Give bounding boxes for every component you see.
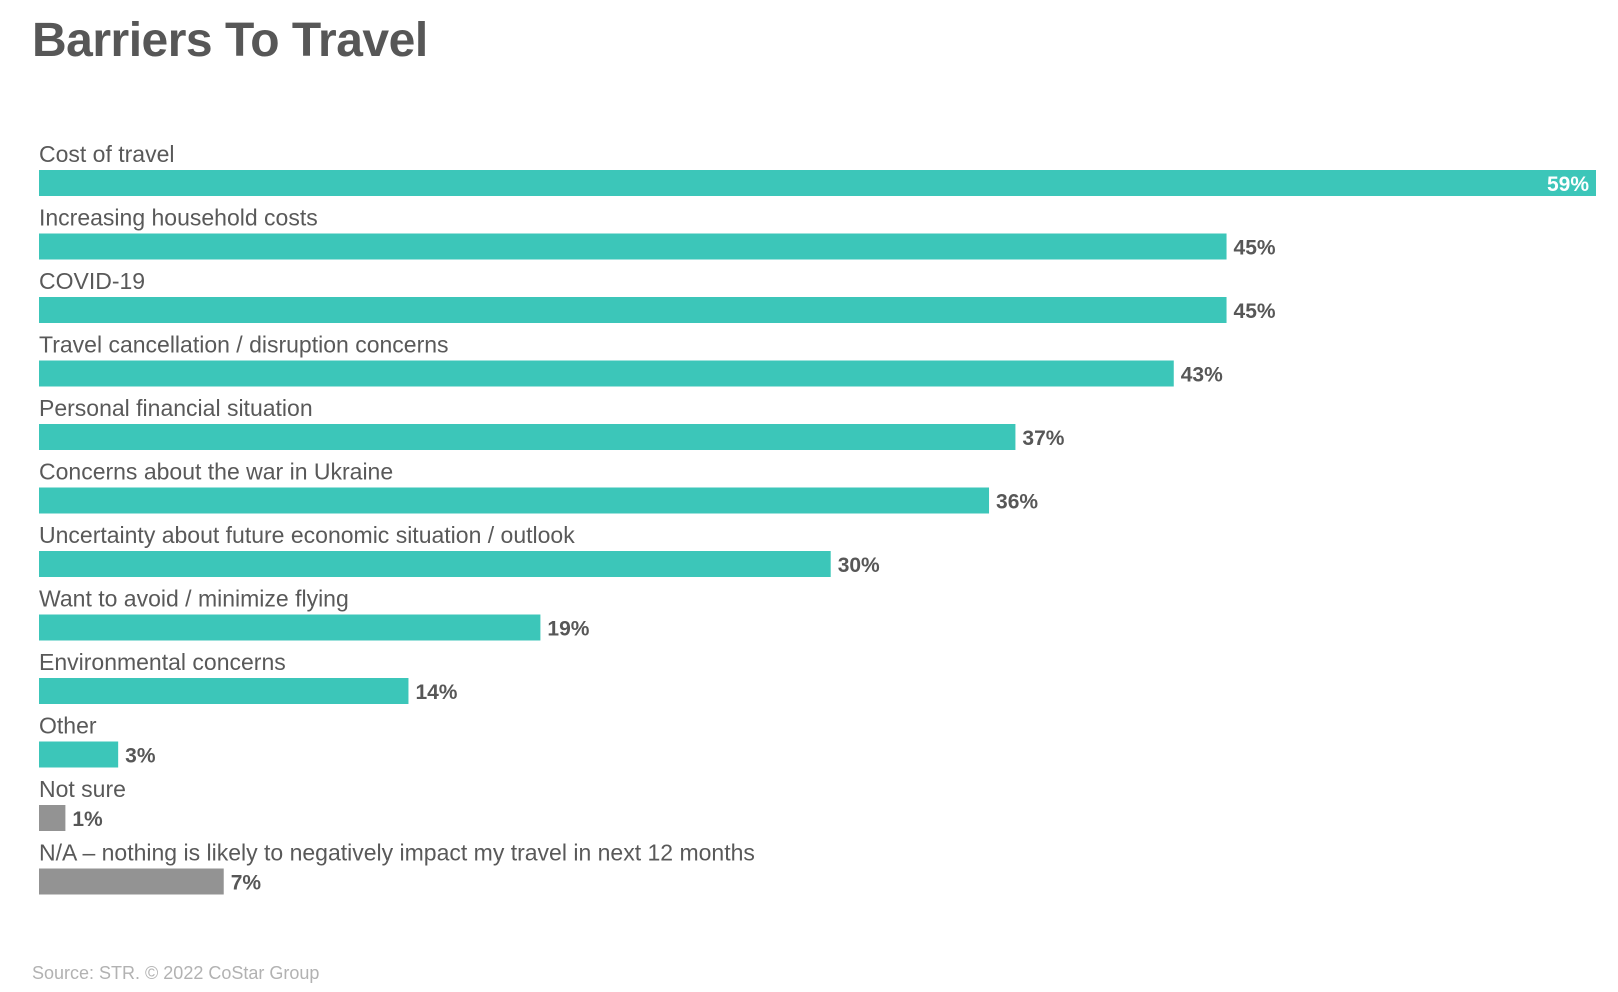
bar [39,868,224,895]
bar [39,424,1016,450]
bar [39,233,1227,260]
bar [39,741,119,768]
category-label: Other [39,713,97,739]
value-label: 14% [415,681,457,704]
category-label: Cost of travel [39,141,175,167]
value-label: 43% [1181,364,1223,387]
value-label: 1% [72,808,103,831]
category-label: Environmental concerns [39,649,286,675]
bar [39,360,1174,387]
bar [39,487,990,514]
value-label: 19% [547,618,589,641]
bar [39,170,1596,196]
bar [39,551,831,577]
category-label: Want to avoid / minimize flying [39,586,349,612]
category-label: Concerns about the war in Ukraine [39,459,393,485]
category-label: Uncertainty about future economic situat… [39,522,575,548]
category-label: Travel cancellation / disruption concern… [39,332,449,358]
chart-title: Barriers To Travel [32,14,428,67]
bar [39,805,66,831]
source-note: Source: STR. © 2022 CoStar Group [32,963,320,983]
category-label: COVID-19 [39,268,145,294]
value-label: 36% [996,491,1038,514]
value-label: 7% [231,872,262,895]
value-label: 37% [1022,427,1064,450]
value-label: 59% [1547,173,1589,196]
bar [39,297,1227,323]
category-label: N/A – nothing is likely to negatively im… [39,840,755,866]
value-label: 45% [1234,237,1276,260]
bar [39,678,409,704]
category-label: Not sure [39,776,126,802]
category-label: Personal financial situation [39,395,313,421]
value-label: 3% [125,745,156,768]
value-label: 45% [1234,300,1276,323]
value-label: 30% [838,554,880,577]
bar [39,614,541,641]
category-label: Increasing household costs [39,205,318,231]
